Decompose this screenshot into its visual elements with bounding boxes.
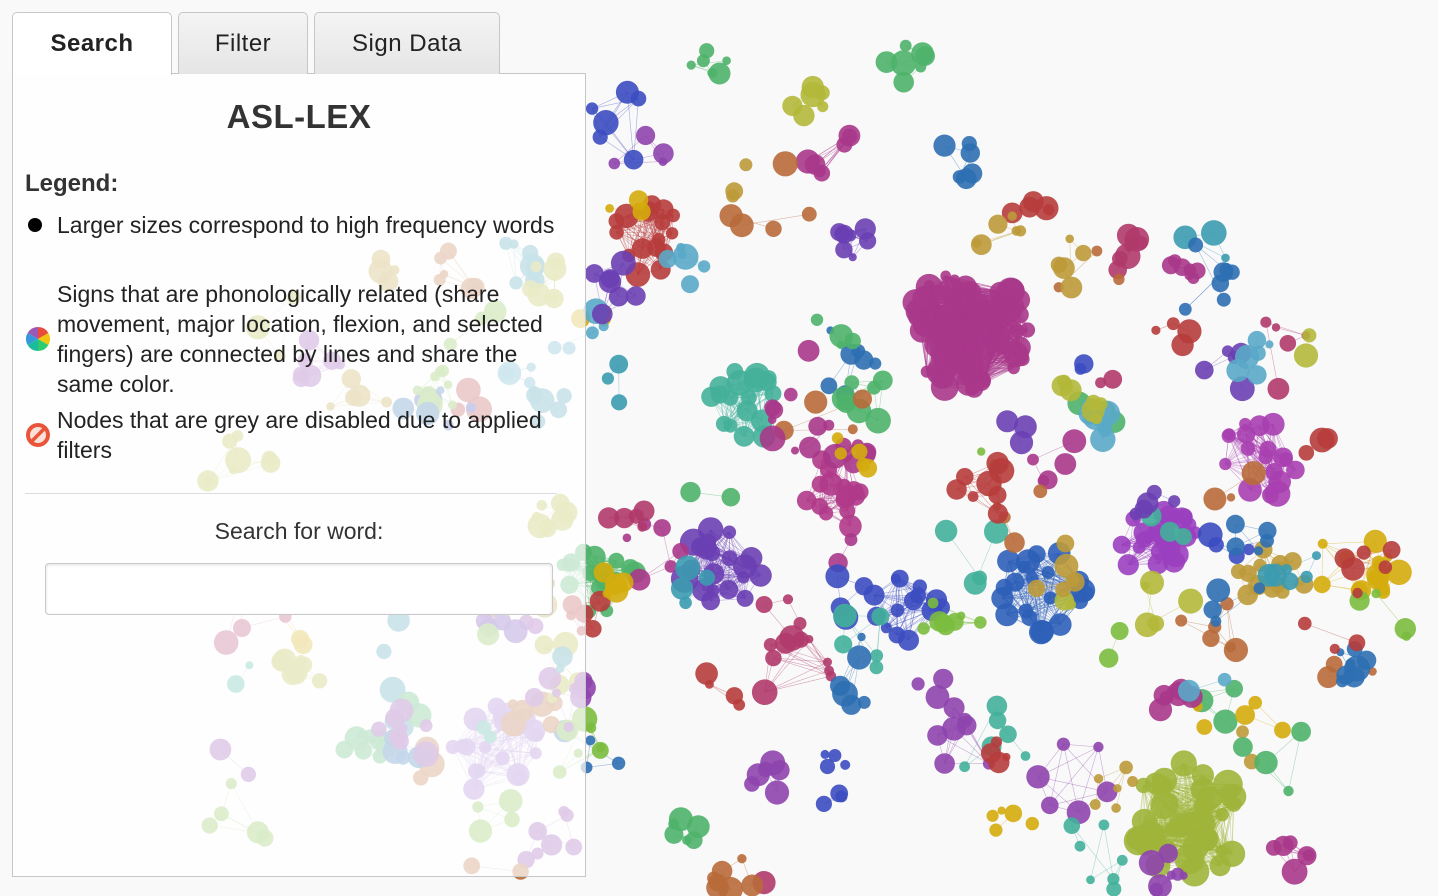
sign-link bbox=[616, 232, 673, 234]
sign-link bbox=[1221, 804, 1235, 851]
sign-link bbox=[711, 552, 746, 599]
sign-link bbox=[983, 330, 1017, 381]
sign-link bbox=[1036, 554, 1061, 625]
sign-link bbox=[944, 314, 1021, 388]
